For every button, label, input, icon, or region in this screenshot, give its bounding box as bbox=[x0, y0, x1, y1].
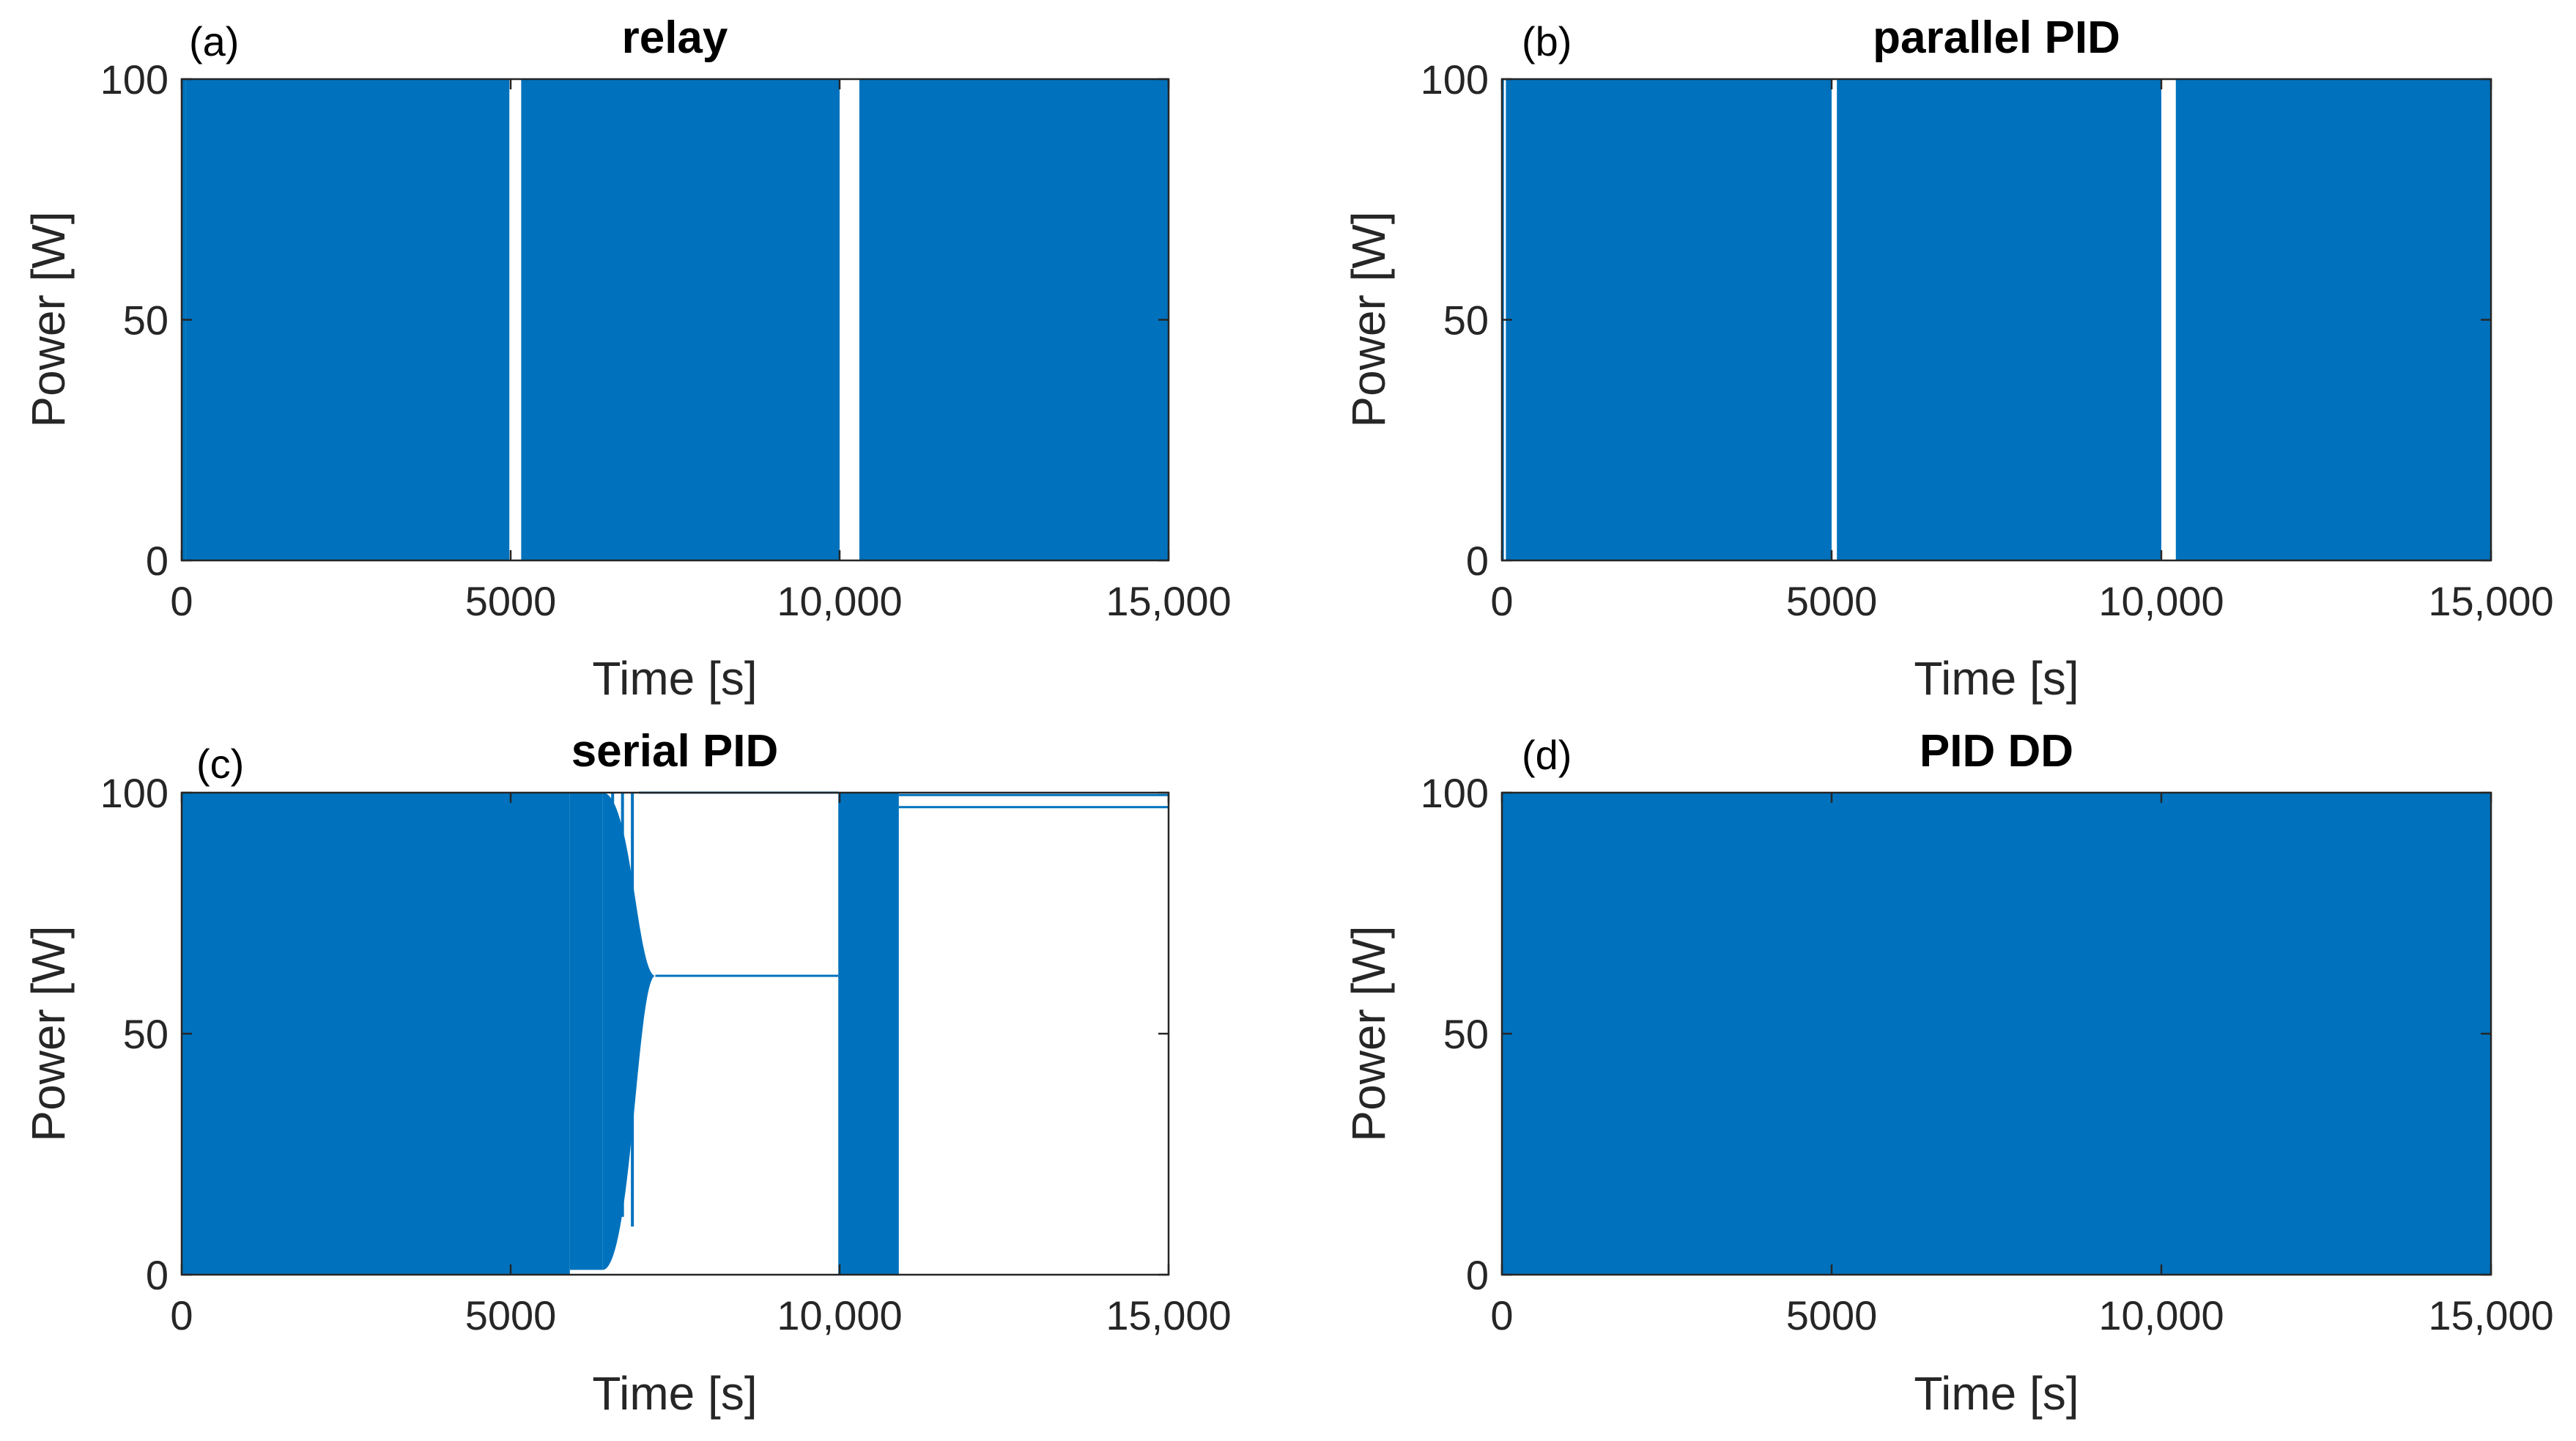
panel-label-b: (b) bbox=[1522, 18, 1572, 64]
switching-band-2 bbox=[1837, 79, 2161, 560]
y-tick-label: 50 bbox=[1443, 1011, 1489, 1057]
y-tick-label: 50 bbox=[123, 1011, 169, 1057]
plot-area bbox=[1502, 793, 2491, 1275]
y-tick-label: 50 bbox=[1443, 297, 1489, 344]
x-tick-label: 0 bbox=[1490, 578, 1513, 624]
y-axis-label-a: Power [W] bbox=[22, 211, 75, 427]
panel-pid-dd: (d) PID DD Time [s] Power [W] 0 5000 10,00… bbox=[1342, 726, 2554, 1420]
switching-band-3 bbox=[2175, 79, 2491, 560]
x-tick-label: 5000 bbox=[465, 1292, 557, 1338]
x-tick-label: 15,000 bbox=[1106, 1292, 1231, 1338]
x-tick-label: 10,000 bbox=[777, 578, 902, 624]
x-tick-label: 10,000 bbox=[2098, 578, 2224, 624]
x-tick-label: 0 bbox=[170, 1292, 193, 1338]
panel-serial-pid: (c) serial PID Time [s] Power [W] 0 5000 1… bbox=[22, 726, 1232, 1420]
x-axis-label-a: Time [s] bbox=[592, 652, 757, 705]
switching-band-1 bbox=[185, 79, 510, 560]
x-tick-label: 0 bbox=[170, 578, 193, 624]
y-tick-label: 0 bbox=[146, 1252, 169, 1298]
y-tick-label: 100 bbox=[1421, 770, 1489, 816]
chart-title-serial-pid: serial PID bbox=[571, 726, 779, 777]
panel-label-a: (a) bbox=[189, 18, 239, 64]
y-tick-label: 100 bbox=[100, 56, 169, 103]
x-tick-label: 10,000 bbox=[777, 1292, 902, 1338]
x-tick-label: 15,000 bbox=[2428, 1292, 2553, 1338]
y-tick-label: 50 bbox=[123, 297, 169, 344]
y-axis-label-b: Power [W] bbox=[1342, 211, 1395, 427]
switching-band-3 bbox=[859, 79, 1169, 560]
y-tick-label: 0 bbox=[1466, 538, 1489, 584]
x-tick-label: 15,000 bbox=[1106, 578, 1231, 624]
panel-label-d: (d) bbox=[1522, 732, 1572, 778]
x-tick-label: 15,000 bbox=[2428, 578, 2553, 624]
switching-band-2 bbox=[521, 79, 840, 560]
y-tick-label: 0 bbox=[146, 538, 169, 584]
y-axis-label-d: Power [W] bbox=[1342, 925, 1395, 1141]
x-axis-label-d: Time [s] bbox=[1914, 1367, 2079, 1420]
x-tick-label: 5000 bbox=[1786, 578, 1878, 624]
x-axis-label-c: Time [s] bbox=[592, 1367, 757, 1420]
x-tick-label: 10,000 bbox=[2098, 1292, 2224, 1338]
y-tick-label: 100 bbox=[100, 770, 169, 816]
y-axis-label-c: Power [W] bbox=[22, 925, 75, 1141]
x-axis-label-b: Time [s] bbox=[1914, 652, 2079, 705]
switching-band-0 bbox=[182, 793, 570, 1275]
chart-title-parallel-pid: parallel PID bbox=[1873, 12, 2120, 63]
panel-relay: (a) relay Time [s] Power [W] 0 5000 10,000… bbox=[22, 12, 1232, 705]
plot-area bbox=[182, 791, 1169, 1275]
y-tick-label: 100 bbox=[1421, 56, 1489, 103]
panel-parallel-pid: (b) parallel PID Time [s] Power [W] 0 500… bbox=[1342, 12, 2554, 705]
plot-area bbox=[182, 79, 1169, 560]
switching-band-0 bbox=[1502, 793, 2491, 1275]
panel-label-c: (c) bbox=[196, 741, 244, 787]
x-tick-label: 5000 bbox=[1786, 1292, 1878, 1338]
chart-title-relay: relay bbox=[622, 12, 728, 63]
switching-band-1 bbox=[1506, 79, 1832, 560]
y-tick-label: 0 bbox=[1466, 1252, 1489, 1298]
x-tick-label: 5000 bbox=[465, 578, 557, 624]
x-tick-label: 0 bbox=[1490, 1292, 1513, 1338]
switching-band-1 bbox=[569, 793, 603, 1270]
convergence-envelope bbox=[602, 793, 656, 1270]
chart-title-pid-dd: PID DD bbox=[1920, 726, 2073, 777]
plot-area bbox=[1502, 79, 2491, 560]
